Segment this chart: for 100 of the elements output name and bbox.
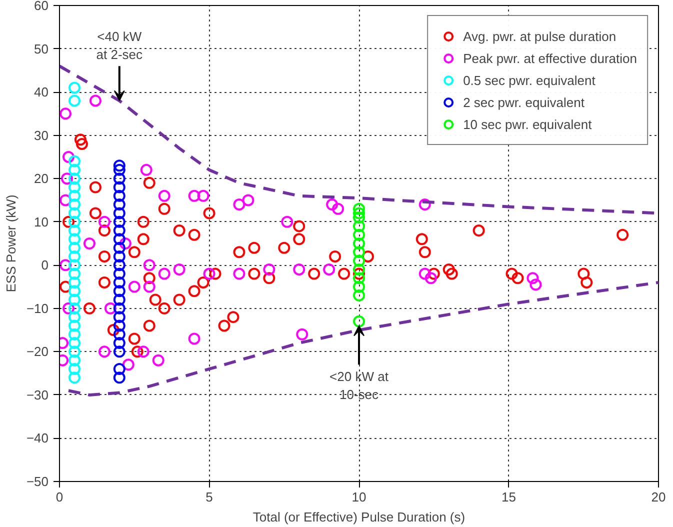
point bbox=[281, 216, 294, 228]
point bbox=[68, 224, 80, 237]
point bbox=[353, 263, 365, 276]
y-tick-label: −20 bbox=[26, 344, 49, 360]
point bbox=[113, 160, 126, 172]
point bbox=[143, 272, 156, 284]
point bbox=[248, 268, 260, 280]
point bbox=[68, 172, 80, 185]
point bbox=[442, 263, 455, 276]
point bbox=[362, 250, 374, 262]
point bbox=[113, 363, 126, 375]
point bbox=[323, 263, 336, 276]
point bbox=[188, 285, 200, 298]
point bbox=[158, 202, 170, 215]
point bbox=[526, 272, 539, 284]
point bbox=[68, 250, 80, 262]
point bbox=[128, 246, 140, 258]
legend-label: 0.5 sec pwr. equivalent bbox=[463, 72, 596, 88]
point bbox=[113, 190, 126, 202]
point bbox=[128, 332, 140, 345]
point bbox=[580, 276, 593, 288]
point bbox=[113, 181, 126, 194]
point bbox=[263, 263, 276, 276]
point bbox=[353, 212, 365, 224]
point bbox=[209, 268, 222, 280]
point bbox=[68, 233, 80, 246]
point bbox=[62, 150, 74, 163]
point bbox=[68, 302, 80, 314]
x-axis-title: Total (or Effective) Pulse Duration (s) bbox=[252, 510, 466, 524]
annotation: <20 kW at 10-sec bbox=[330, 368, 389, 402]
point bbox=[113, 198, 126, 211]
y-tick-label: 60 bbox=[34, 0, 49, 13]
y-tick-label: 0 bbox=[41, 258, 49, 273]
point bbox=[353, 246, 365, 258]
point bbox=[137, 233, 150, 246]
point bbox=[107, 324, 120, 336]
point bbox=[149, 294, 162, 306]
point bbox=[113, 250, 126, 262]
point bbox=[68, 268, 80, 280]
y-tick-label: −10 bbox=[26, 300, 49, 316]
point bbox=[353, 202, 365, 215]
point bbox=[113, 259, 126, 272]
x-tick-label: 15 bbox=[502, 490, 516, 504]
point bbox=[472, 224, 485, 237]
point bbox=[131, 346, 144, 358]
point bbox=[143, 280, 156, 293]
point bbox=[89, 94, 102, 107]
point bbox=[158, 302, 170, 314]
point bbox=[188, 190, 200, 202]
point bbox=[113, 302, 126, 314]
point bbox=[98, 224, 110, 237]
point bbox=[68, 311, 80, 324]
point bbox=[188, 228, 200, 241]
point bbox=[158, 268, 170, 280]
point bbox=[353, 289, 365, 302]
point bbox=[68, 181, 80, 194]
point bbox=[143, 320, 156, 332]
y-tick-label: 10 bbox=[34, 214, 49, 230]
x-tick-label: 5 bbox=[206, 490, 213, 504]
point bbox=[137, 216, 150, 228]
point bbox=[68, 276, 80, 288]
legend-label: 2 sec pwr. equivalent bbox=[463, 94, 584, 110]
point bbox=[113, 328, 126, 340]
point bbox=[76, 138, 88, 150]
point bbox=[530, 278, 542, 291]
point bbox=[122, 358, 134, 371]
point bbox=[113, 285, 126, 298]
point bbox=[68, 354, 80, 366]
y-tick-label: −50 bbox=[26, 474, 49, 489]
point bbox=[278, 242, 290, 254]
point bbox=[173, 224, 186, 237]
point bbox=[68, 190, 80, 202]
point bbox=[137, 346, 150, 358]
point bbox=[203, 268, 216, 280]
point bbox=[616, 228, 629, 241]
point bbox=[418, 198, 431, 211]
point bbox=[98, 250, 110, 262]
point bbox=[98, 276, 110, 288]
point bbox=[173, 263, 186, 276]
point bbox=[416, 233, 428, 246]
point bbox=[158, 190, 170, 202]
point bbox=[68, 328, 80, 340]
point bbox=[74, 134, 86, 146]
point bbox=[143, 176, 156, 189]
y-tick-label: 20 bbox=[34, 171, 49, 186]
point bbox=[242, 194, 254, 206]
point bbox=[218, 320, 230, 332]
point bbox=[60, 172, 73, 185]
point bbox=[128, 280, 140, 293]
point bbox=[263, 272, 276, 284]
point bbox=[296, 328, 308, 340]
annotation: <40 kW at 2-sec bbox=[96, 28, 144, 62]
x-tick-label: 0 bbox=[56, 490, 64, 504]
point bbox=[60, 280, 72, 293]
point bbox=[113, 233, 126, 246]
point bbox=[173, 294, 186, 306]
point bbox=[353, 207, 365, 220]
point bbox=[353, 238, 365, 250]
point bbox=[113, 311, 126, 324]
point bbox=[68, 216, 80, 228]
